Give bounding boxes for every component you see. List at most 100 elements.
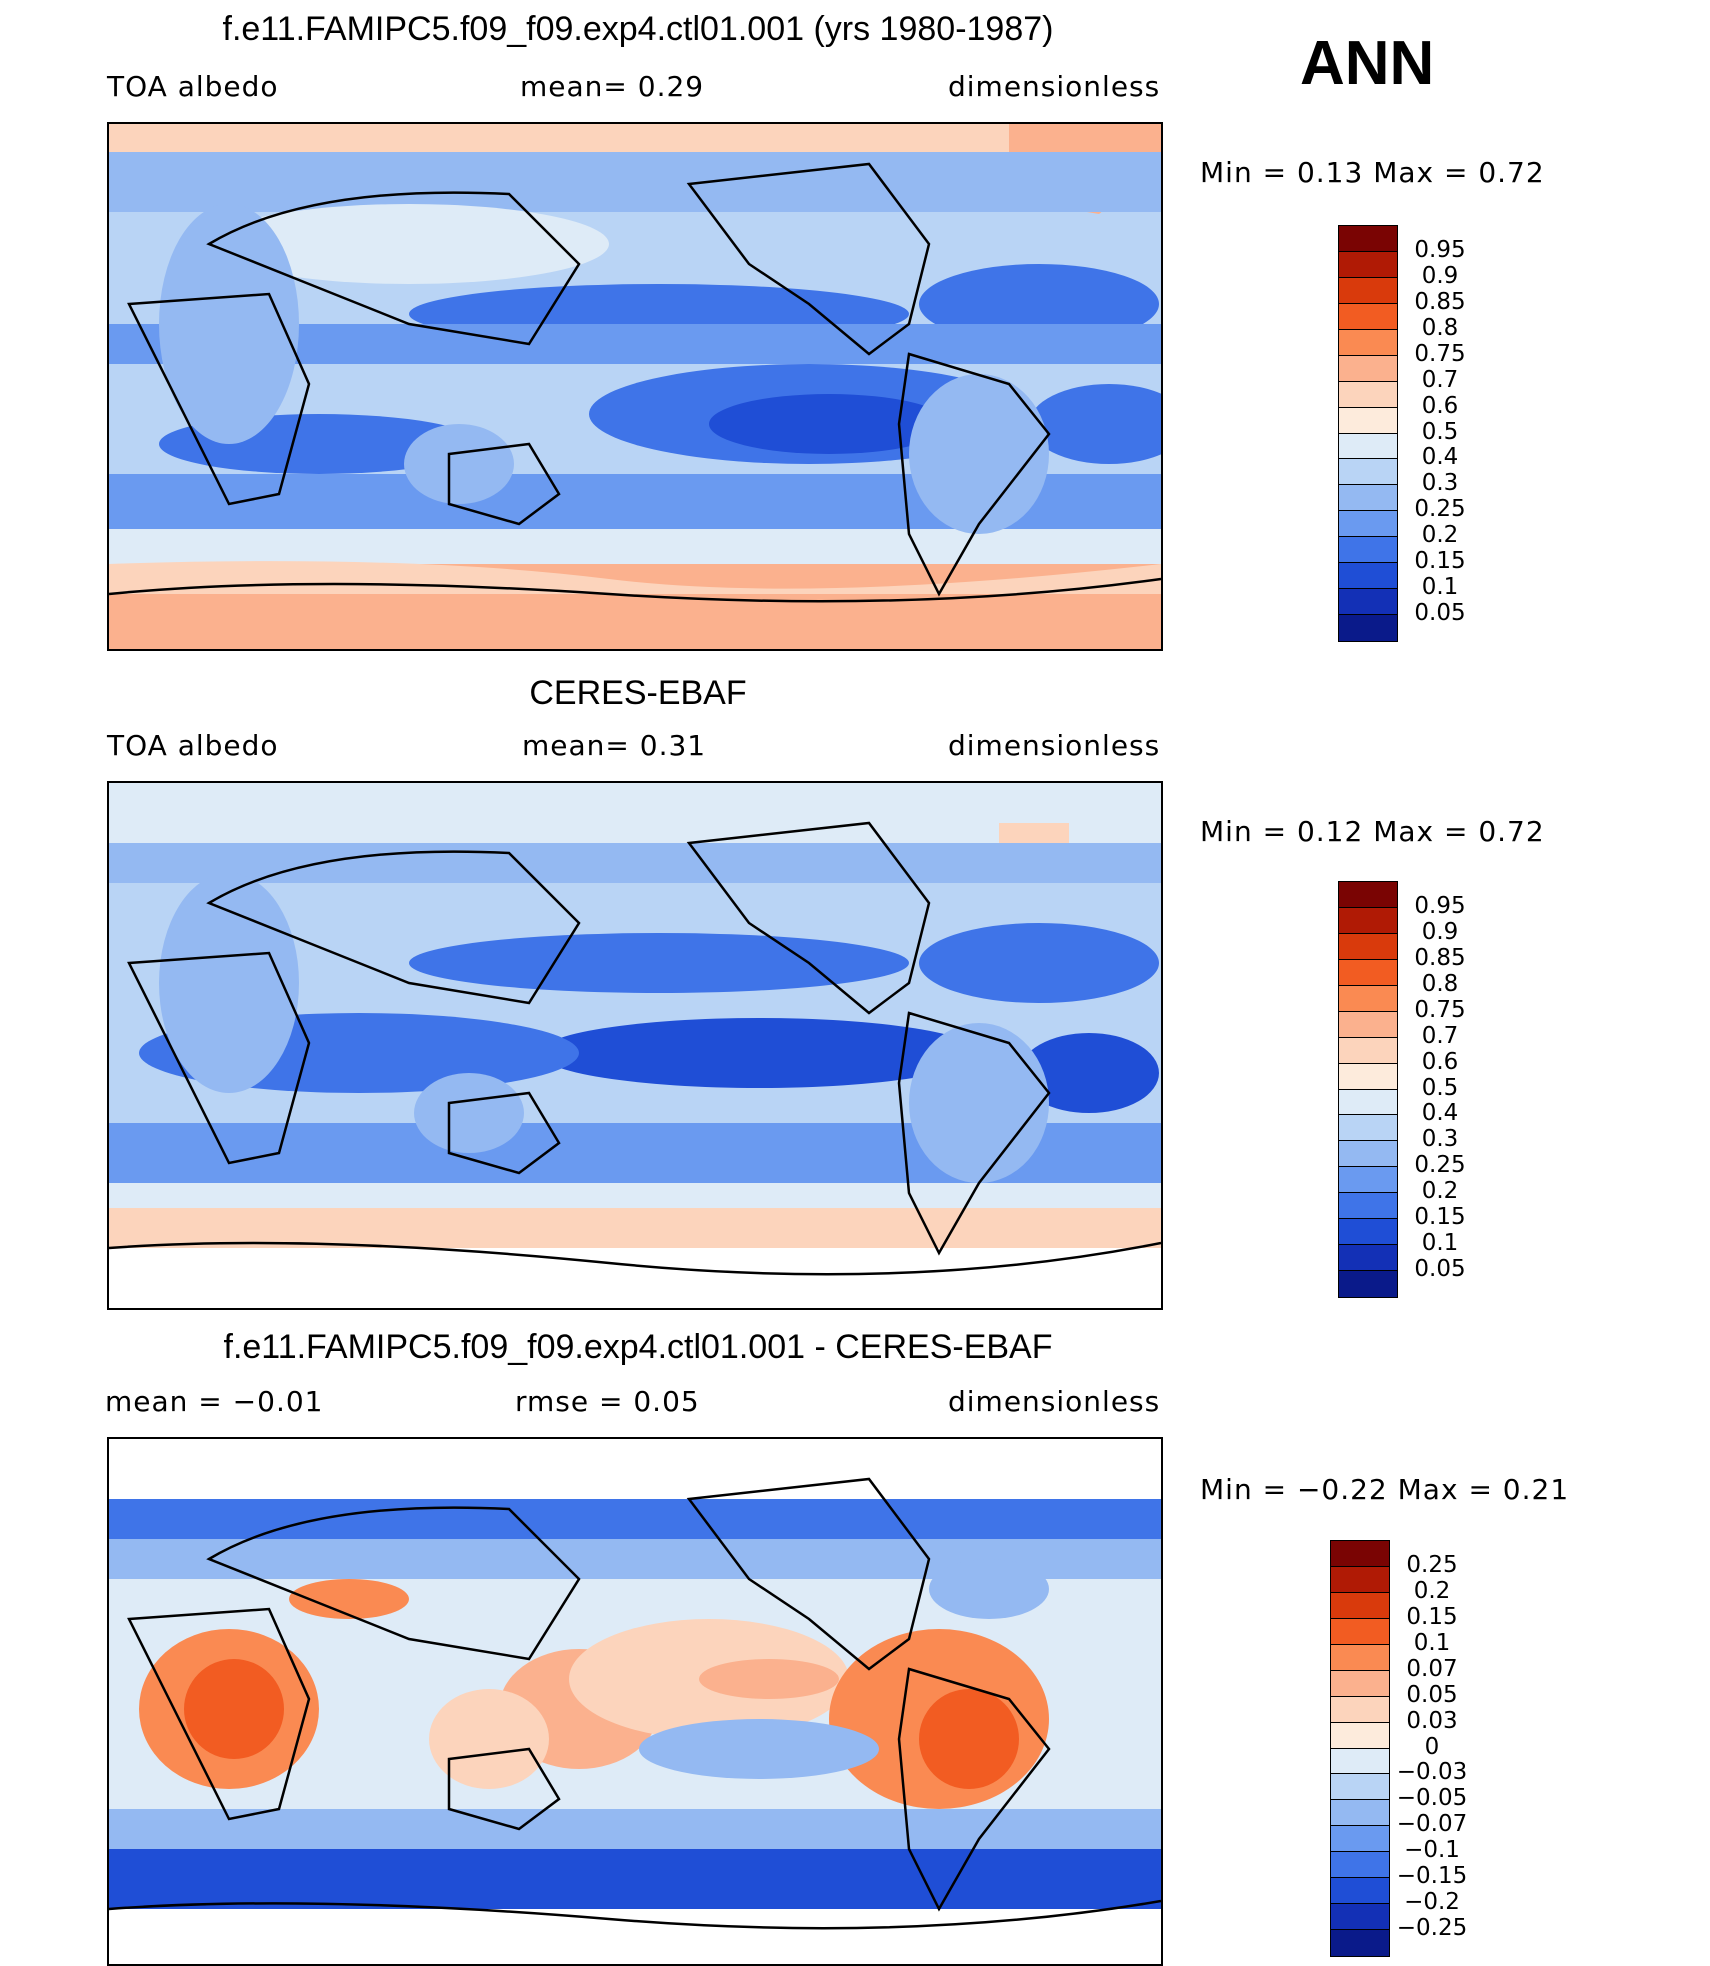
panel-1-title: f.e11.FAMIPC5.f09_f09.exp4.ctl01.001 (yr… [222, 10, 1054, 48]
colorbar-swatch [1339, 1141, 1397, 1168]
colorbar-swatch [1339, 933, 1397, 960]
colorbar-swatch [1339, 1063, 1397, 1090]
colorbar-swatch [1339, 1089, 1397, 1116]
colorbar-tick-label: 0 [1424, 1733, 1440, 1760]
panel-1-map-svg [109, 124, 1161, 649]
colorbar-tick-label: 0.5 [1421, 418, 1459, 445]
colorbar-tick-label: 0.9 [1421, 262, 1459, 289]
colorbar-swatch [1339, 615, 1397, 641]
panel-2-map-svg [109, 783, 1161, 1308]
colorbar-tick-label: 0.5 [1421, 1074, 1459, 1101]
panel-2-map [107, 781, 1163, 1310]
colorbar-tick-label: 0.25 [1414, 1152, 1466, 1179]
colorbar-swatch [1339, 907, 1397, 934]
panel-3-title: f.e11.FAMIPC5.f09_f09.exp4.ctl01.001 - C… [223, 1328, 1053, 1366]
colorbar-tick-label: 0.15 [1414, 548, 1466, 575]
panel-3-units-label: dimensionless [948, 1385, 1161, 1418]
colorbar-swatch [1331, 1930, 1389, 1956]
colorbar-swatch [1331, 1722, 1389, 1749]
colorbar-tick-label: 0.07 [1406, 1655, 1458, 1682]
panel-1-map [107, 122, 1163, 651]
colorbar-swatch [1339, 1167, 1397, 1194]
colorbar-tick-label: 0.1 [1421, 1230, 1459, 1257]
panel-2-minmax: Min = 0.12 Max = 0.72 [1200, 815, 1545, 848]
colorbar-swatch [1339, 563, 1397, 590]
colorbar-tick-label: 0.3 [1421, 1126, 1459, 1153]
colorbar-tick-label: −0.03 [1396, 1759, 1468, 1786]
colorbar-swatch [1331, 1774, 1389, 1801]
panel-1-units-label: dimensionless [948, 70, 1161, 103]
colorbar-swatch [1331, 1696, 1389, 1723]
colorbar-tick-label: 0.05 [1406, 1681, 1458, 1708]
colorbar-tick-label: 0.6 [1421, 1048, 1459, 1075]
colorbar-swatch [1339, 277, 1397, 304]
colorbar-swatch [1339, 882, 1397, 908]
colorbar-tick-label: 0.4 [1421, 444, 1459, 471]
colorbar-tick-label: 0.3 [1421, 470, 1459, 497]
colorbar-swatch [1331, 1800, 1389, 1827]
colorbar-tick-label: 0.95 [1414, 236, 1466, 263]
colorbar-swatch [1331, 1541, 1389, 1567]
colorbar-tick-label: 0.1 [1421, 574, 1459, 601]
colorbar-tick-label: −0.07 [1396, 1811, 1468, 1838]
colorbar-tick-label: 0.25 [1414, 496, 1466, 523]
colorbar-tick-label: −0.2 [1404, 1889, 1460, 1916]
colorbar-swatch [1339, 1193, 1397, 1220]
colorbar-tick-label: 0.7 [1421, 366, 1459, 393]
colorbar-swatch [1339, 355, 1397, 382]
colorbar-swatch [1339, 537, 1397, 564]
colorbar-swatch [1331, 1670, 1389, 1697]
colorbar-swatch [1339, 985, 1397, 1012]
colorbar-tick-label: −0.15 [1396, 1863, 1468, 1890]
colorbar-swatch [1331, 1826, 1389, 1853]
panel-1-minmax: Min = 0.13 Max = 0.72 [1200, 156, 1545, 189]
panel-2-variable-label: TOA albedo [107, 729, 279, 762]
colorbar-tick-label: 0.9 [1421, 918, 1459, 945]
panel-2-colorbar [1338, 881, 1398, 1298]
panel-3-map-svg [109, 1439, 1161, 1964]
panel-1-variable-label: TOA albedo [107, 70, 279, 103]
colorbar-tick-label: 0.05 [1414, 1256, 1466, 1283]
panel-3-minmax: Min = −0.22 Max = 0.21 [1200, 1473, 1570, 1506]
colorbar-swatch [1331, 1592, 1389, 1619]
colorbar-swatch [1331, 1878, 1389, 1905]
season-label: ANN [1300, 29, 1435, 98]
panel-2-title: CERES-EBAF [529, 674, 747, 712]
colorbar-swatch [1339, 485, 1397, 512]
colorbar-swatch [1331, 1644, 1389, 1671]
panel-3-mean-label: mean = −0.01 [105, 1385, 324, 1418]
colorbar-tick-label: 0.8 [1421, 970, 1459, 997]
colorbar-swatch [1339, 511, 1397, 538]
colorbar-tick-label: 0.75 [1414, 340, 1466, 367]
colorbar-swatch [1339, 433, 1397, 460]
colorbar-swatch [1339, 589, 1397, 616]
colorbar-tick-label: 0.25 [1406, 1551, 1458, 1578]
colorbar-swatch [1331, 1566, 1389, 1593]
colorbar-swatch [1331, 1852, 1389, 1879]
colorbar-tick-label: 0.4 [1421, 1100, 1459, 1127]
colorbar-swatch [1339, 1245, 1397, 1272]
panel-2-units-label: dimensionless [948, 729, 1161, 762]
colorbar-swatch [1331, 1748, 1389, 1775]
colorbar-tick-label: −0.05 [1396, 1785, 1468, 1812]
colorbar-tick-label: 0.75 [1414, 996, 1466, 1023]
colorbar-tick-label: 0.7 [1421, 1022, 1459, 1049]
colorbar-tick-label: 0.6 [1421, 392, 1459, 419]
colorbar-tick-label: −0.25 [1396, 1915, 1468, 1942]
colorbar-swatch [1339, 1011, 1397, 1038]
colorbar-tick-label: 0.2 [1421, 522, 1459, 549]
panel-1-mean-label: mean= 0.29 [520, 70, 705, 103]
colorbar-tick-label: 0.85 [1414, 944, 1466, 971]
colorbar-tick-label: 0.2 [1421, 1178, 1459, 1205]
colorbar-tick-label: −0.1 [1404, 1837, 1460, 1864]
colorbar-tick-label: 0.8 [1421, 314, 1459, 341]
panel-2-mean-label: mean= 0.31 [522, 729, 707, 762]
colorbar-swatch [1331, 1618, 1389, 1645]
colorbar-tick-label: 0.15 [1406, 1603, 1458, 1630]
colorbar-tick-label: 0.05 [1414, 600, 1466, 627]
colorbar-swatch [1339, 407, 1397, 434]
colorbar-tick-label: 0.95 [1414, 892, 1466, 919]
colorbar-tick-label: 0.15 [1414, 1204, 1466, 1231]
colorbar-swatch [1339, 226, 1397, 252]
colorbar-tick-label: 0.2 [1413, 1577, 1451, 1604]
